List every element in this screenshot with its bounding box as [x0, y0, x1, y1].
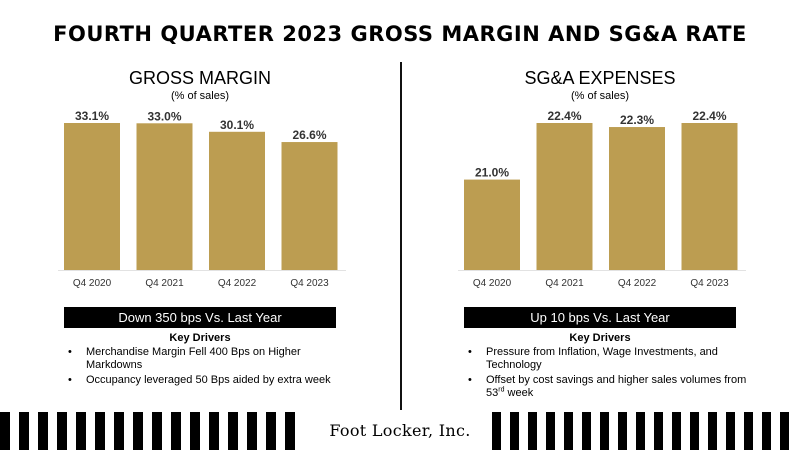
gross-margin-chart: 33.1% Q4 2020 33.0% Q4 2021 30.1% Q4 2022 26.6… — [58, 109, 346, 289]
footer-stripe — [636, 412, 645, 450]
sga-chart-subtitle: (% of sales) — [570, 90, 630, 102]
data-label: 33.1% — [75, 109, 109, 123]
gross-margin-banner: Down 350 bps Vs. Last Year — [64, 307, 336, 328]
sga-panel: SG&A EXPENSES (% of sales) 21.0% Q4 2020 2… — [400, 0, 800, 450]
footer-stripe — [690, 412, 699, 450]
data-label: 22.4% — [692, 109, 726, 123]
sga-chart: 21.0% Q4 2020 22.4% Q4 2021 22.3% Q4 2022 22.4… — [458, 109, 746, 289]
footer-stripe — [582, 412, 591, 450]
gross-margin-chart-title: GROSS MARGIN — [128, 68, 271, 88]
footer-stripe — [114, 412, 124, 450]
footer-stripe — [726, 412, 735, 450]
bar-q4-2021 — [136, 123, 193, 270]
driver-item: Pressure from Inflation, Wage Investment… — [468, 346, 750, 372]
footer-stripe — [0, 412, 10, 450]
driver-item: Merchandise Margin Fell 400 Bps on Highe… — [68, 346, 350, 372]
footer-stripe — [672, 412, 681, 450]
driver-item: Offset by cost savings and higher sales … — [468, 374, 750, 400]
footer-stripe — [133, 412, 143, 450]
footer-stripe — [285, 412, 295, 450]
footer-stripes-right — [492, 412, 800, 450]
footer-stripe — [780, 412, 789, 450]
footer-stripe — [654, 412, 663, 450]
bar-q4-2020 — [464, 179, 520, 270]
footer-stripe — [95, 412, 105, 450]
x-tick-label: Q4 2022 — [218, 278, 257, 289]
x-tick-label: Q4 2023 — [290, 278, 329, 289]
x-tick-label: Q4 2021 — [545, 278, 584, 289]
driver-item: Occupancy leveraged 50 Bps aided by extr… — [68, 374, 350, 387]
gross-margin-chart-subtitle: (% of sales) — [170, 90, 230, 102]
bar-q4-2021 — [536, 123, 593, 270]
footer-stripe — [266, 412, 276, 450]
sga-drivers-list: Pressure from Inflation, Wage Investment… — [468, 346, 750, 402]
footer-stripe — [546, 412, 555, 450]
sga-drivers-title: Key Drivers — [569, 332, 631, 344]
footer-stripe — [209, 412, 219, 450]
footer-stripe — [228, 412, 238, 450]
footer-stripe — [171, 412, 181, 450]
foot-locker-logo: Foot Locker, Inc. — [329, 421, 471, 440]
gross-margin-panel: GROSS MARGIN (% of sales) 33.1% Q4 2020 33… — [0, 0, 400, 450]
sga-banner: Up 10 bps Vs. Last Year — [464, 307, 736, 328]
gross-margin-drivers-list: Merchandise Margin Fell 400 Bps on Highe… — [68, 346, 350, 389]
footer-stripe — [247, 412, 257, 450]
data-label: 22.4% — [547, 109, 581, 123]
footer-stripe — [19, 412, 29, 450]
x-tick-label: Q4 2021 — [145, 278, 184, 289]
footer-stripe — [528, 412, 537, 450]
page-title: FOURTH QUARTER 2023 GROSS MARGIN AND SG&… — [53, 22, 747, 46]
data-label: 30.1% — [220, 118, 254, 132]
footer-stripe — [510, 412, 519, 450]
footer-stripe — [564, 412, 573, 450]
footer-stripe — [618, 412, 627, 450]
x-tick-label: Q4 2020 — [473, 278, 512, 289]
x-tick-label: Q4 2022 — [618, 278, 657, 289]
footer-stripes-left — [0, 412, 305, 450]
footer-stripe — [762, 412, 771, 450]
footer-stripe — [38, 412, 48, 450]
bar-q4-2022 — [209, 131, 265, 270]
bar-q4-2020 — [64, 123, 120, 270]
footer-stripe — [190, 412, 200, 450]
footer-stripe — [57, 412, 67, 450]
footer-stripe — [744, 412, 753, 450]
bar-q4-2023 — [281, 142, 338, 270]
footer-stripe — [492, 412, 501, 450]
data-label: 21.0% — [475, 166, 509, 180]
bar-q4-2022 — [609, 127, 665, 271]
footer-stripe — [600, 412, 609, 450]
footer-stripe — [708, 412, 717, 450]
data-label: 26.6% — [292, 128, 326, 142]
sga-chart-title: SG&A EXPENSES — [524, 68, 676, 88]
center-divider — [400, 62, 402, 410]
footer-stripe — [152, 412, 162, 450]
data-label: 22.3% — [620, 113, 654, 127]
gross-margin-drivers-title: Key Drivers — [169, 332, 231, 344]
x-tick-label: Q4 2023 — [690, 278, 729, 289]
x-tick-label: Q4 2020 — [73, 278, 112, 289]
data-label: 33.0% — [147, 109, 181, 123]
bar-q4-2023 — [681, 123, 738, 270]
footer-stripe — [76, 412, 86, 450]
